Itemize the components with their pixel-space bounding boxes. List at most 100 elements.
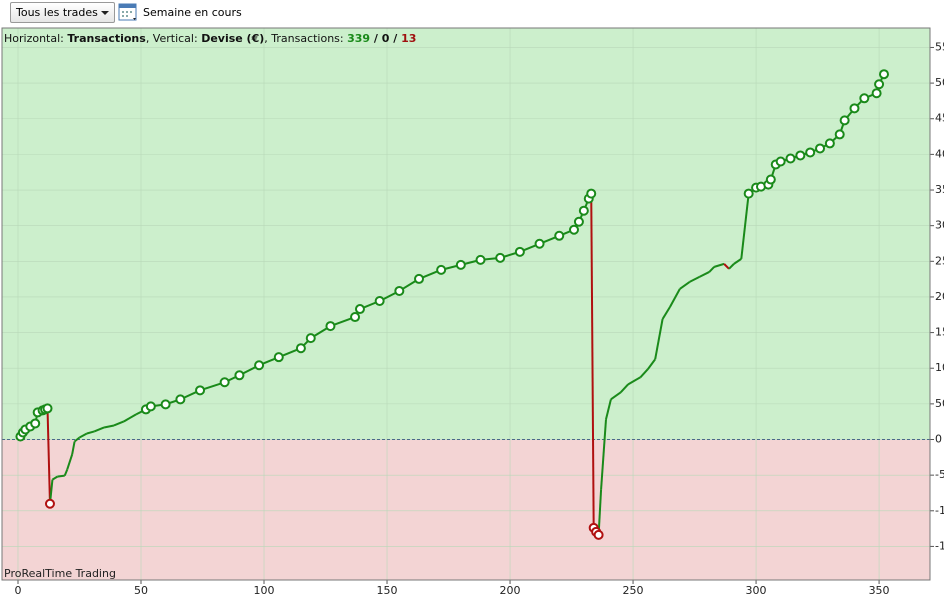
trade-marker [849,103,860,114]
trade-marker [805,147,816,158]
trade-marker [839,115,850,126]
trade-marker [414,273,425,284]
trade-marker [495,252,506,263]
trade-marker [765,174,776,185]
header-text: Devise (€) [201,32,265,45]
trade-marker [160,399,171,410]
equity-segment [679,281,691,290]
y-tick-label: 3000 [935,219,944,232]
y-tick-label: 1000 [935,361,944,374]
trade-marker [305,333,316,344]
equity-segment [610,391,622,401]
equity-segment [113,420,125,427]
equity-segment [57,474,65,478]
trade-marker [219,377,230,388]
period-label[interactable]: Semaine en cours [143,6,242,19]
y-tick-label: 4000 [935,147,944,160]
x-tick-label: 100 [254,584,275,597]
y-tick-label: -500 [935,468,944,481]
equity-segment [728,263,735,270]
wins-count: 339 [347,32,371,45]
equity-segment [590,193,595,528]
trade-marker [578,205,589,216]
trade-marker [394,285,405,296]
trade-marker [785,153,796,164]
header-text: Horizontal: [4,32,68,45]
trade-marker [30,418,41,429]
equity-segment [597,489,603,535]
equity-segment [600,419,607,490]
trade-marker [295,343,306,354]
trade-marker [554,230,565,241]
header-text: Transactions [67,32,146,45]
x-tick-label: 350 [869,584,890,597]
equity-segment [647,358,656,370]
trade-marker [795,150,806,161]
trade-marker [743,188,754,199]
equity-segment [605,399,612,420]
y-tick-label: 2500 [935,254,944,267]
separator: / [370,32,382,45]
positive-zone [2,28,930,440]
trade-marker [374,296,385,307]
trade-marker [254,360,265,371]
trade-marker [775,156,786,167]
trade-marker [475,254,486,265]
y-tick-label: 5500 [935,40,944,53]
loss-count: 13 [401,32,417,45]
equity-segment [713,262,725,268]
equity-segment [669,288,681,308]
trade-marker [175,394,186,405]
trade-marker [815,143,826,154]
y-tick-label: 500 [935,397,944,410]
chart-header: Horizontal: Transactions, Vertical: Devi… [4,32,416,45]
trade-marker [354,304,365,315]
plot-frame [1,27,931,581]
trade-marker [859,93,870,104]
trade-marker [234,370,245,381]
equity-segment [627,376,641,386]
y-tick-label: 4500 [935,112,944,125]
y-tick-label: 0 [935,433,942,446]
header-text: , Transactions: [264,32,348,45]
equity-segment [661,306,671,320]
y-tick-label: 3500 [935,183,944,196]
y-tick-label: 5000 [935,76,944,89]
equity-segment [123,413,137,423]
trade-marker [514,246,525,257]
trade-marker [593,529,604,540]
equity-segment [73,436,81,443]
toolbar: Tous les trades Semaine en cours [0,0,944,26]
trade-marker [874,79,885,90]
trade-marker [436,264,447,275]
equity-segment [733,258,742,265]
filter-dropdown[interactable]: Tous les trades [10,2,115,23]
equity-segment [723,263,730,270]
equity-segment [63,469,69,477]
equity-segment [86,430,95,435]
x-tick-label: 250 [623,584,644,597]
equity-segment [620,383,629,393]
equity-segment [699,271,710,278]
equity-segment [740,193,750,259]
y-tick-label: 1500 [935,326,944,339]
equity-segment [93,426,105,433]
header-text: , Vertical: [145,32,202,45]
equity-segment [639,368,649,378]
trade-marker [534,238,545,249]
calendar-icon[interactable] [118,2,140,23]
equity-segment [689,276,700,283]
equity-segment [654,318,664,360]
trade-marker [569,224,580,235]
equity-segment [51,475,58,481]
equity-segment [103,424,115,429]
trade-marker [42,403,53,414]
trade-marker [325,321,336,332]
watermark: ProRealTime Trading [4,567,116,580]
x-tick-label: 0 [14,584,21,597]
trade-marker [350,312,361,323]
x-tick-label: 150 [377,584,398,597]
y-tick-label: -1500 [935,539,944,552]
